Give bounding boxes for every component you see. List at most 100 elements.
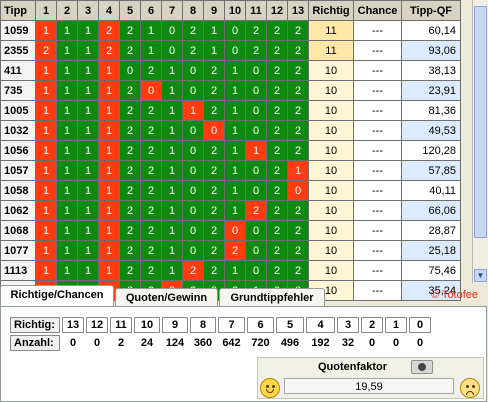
- match-4-cell: 1: [98, 80, 120, 101]
- stats-row-label: Anzahl:: [10, 335, 60, 351]
- anzahl-value: 24: [140, 337, 154, 349]
- richtig-count-header: 6: [247, 317, 274, 333]
- match-10-cell: 1: [224, 60, 246, 81]
- match-5-cell: 2: [119, 20, 141, 41]
- tipp-qf-cell: 25,18: [401, 240, 461, 261]
- match-4-cell: 1: [98, 60, 120, 81]
- match-4-cell: 1: [98, 200, 120, 221]
- richtig-cell: 10: [308, 180, 354, 201]
- camera-icon[interactable]: [411, 360, 433, 374]
- column-header-10[interactable]: 10: [224, 0, 246, 21]
- match-8-cell: 0: [182, 180, 204, 201]
- table-row[interactable]: 1032 1 1 1 1 2 2 1 0 0 1 0 2 2 10 --- 49,53: [0, 120, 461, 141]
- richtig-count-header: 8: [190, 317, 216, 333]
- column-header-tipp[interactable]: Tipp: [0, 0, 36, 21]
- anzahl-value: 0: [69, 337, 77, 349]
- match-4-cell: 2: [98, 20, 120, 41]
- match-4-cell: 1: [98, 180, 120, 201]
- richtig-count-header: 4: [306, 317, 335, 333]
- match-11-cell: 0: [245, 100, 267, 121]
- match-10-cell: 1: [224, 120, 246, 141]
- column-header-11[interactable]: 11: [245, 0, 267, 21]
- column-header-5[interactable]: 5: [119, 0, 141, 21]
- richtig-cell: 10: [308, 140, 354, 161]
- anzahl-value: 496: [280, 337, 300, 349]
- table-row[interactable]: 2355 2 1 1 2 2 1 0 2 1 0 2 2 2 11 --- 93,06: [0, 40, 461, 61]
- table-row[interactable]: 1057 1 1 1 1 2 2 1 0 2 1 0 2 1 10 --- 57,85: [0, 160, 461, 181]
- tipp-number-cell: 1077: [0, 240, 36, 261]
- match-6-cell: 2: [140, 220, 162, 241]
- table-row[interactable]: 1005 1 1 1 1 2 2 1 1 2 1 0 2 2 10 --- 81,36: [0, 100, 461, 121]
- match-7-cell: 1: [161, 220, 183, 241]
- table-row[interactable]: 1062 1 1 1 1 2 2 1 0 2 1 2 2 2 10 --- 66,06: [0, 200, 461, 221]
- match-10-cell: 1: [224, 80, 246, 101]
- table-row[interactable]: 1056 1 1 1 1 2 2 1 0 2 1 1 2 2 10 --- 120,28: [0, 140, 461, 161]
- richtig-count-header: 3: [337, 317, 359, 333]
- table-row[interactable]: 411 1 1 1 1 0 2 1 0 2 1 0 2 2 10 --- 38,13: [0, 60, 461, 81]
- column-header-9[interactable]: 9: [203, 0, 225, 21]
- vertical-scrollbar[interactable]: ▼: [472, 0, 488, 283]
- tipp-qf-cell: 49,53: [401, 120, 461, 141]
- table-row[interactable]: 735 1 1 1 1 2 0 1 0 2 1 0 2 2 10 --- 23,91: [0, 80, 461, 101]
- match-13-cell: 0: [287, 180, 309, 201]
- match-9-cell: 2: [203, 140, 225, 161]
- match-1-cell: 1: [35, 60, 57, 81]
- column-header-tipp-qf[interactable]: Tipp-QF: [401, 0, 461, 21]
- column-header-2[interactable]: 2: [56, 0, 78, 21]
- match-12-cell: 2: [266, 80, 288, 101]
- match-1-cell: 1: [35, 260, 57, 281]
- column-header-6[interactable]: 6: [140, 0, 162, 21]
- match-2-cell: 1: [56, 40, 78, 61]
- anzahl-value: 192: [311, 337, 330, 349]
- richtig-count-header: 12: [86, 317, 108, 333]
- match-2-cell: 1: [56, 160, 78, 181]
- match-9-cell: 2: [203, 60, 225, 81]
- column-header-8[interactable]: 8: [182, 0, 204, 21]
- tab-richtige-chancen[interactable]: Richtige/Chancen: [0, 285, 114, 307]
- tab-quoten-gewinn[interactable]: Quoten/Gewinn: [115, 288, 218, 306]
- column-header-13[interactable]: 13: [287, 0, 309, 21]
- match-10-cell: 0: [224, 40, 246, 61]
- table-row[interactable]: 1113 1 1 1 1 2 2 1 2 2 1 0 2 2 10 --- 75,46: [0, 260, 461, 281]
- match-6-cell: 1: [140, 20, 162, 41]
- tipp-number-cell: 1056: [0, 140, 36, 161]
- match-11-cell: 2: [245, 200, 267, 221]
- richtig-count-header: 0: [409, 317, 431, 333]
- column-header-12[interactable]: 12: [266, 0, 288, 21]
- richtig-count-header: 2: [361, 317, 383, 333]
- column-header-3[interactable]: 3: [77, 0, 99, 21]
- match-1-cell: 1: [35, 240, 57, 261]
- match-2-cell: 1: [56, 260, 78, 281]
- tab-grundtippfehler[interactable]: Grundtippfehler: [219, 288, 325, 306]
- match-9-cell: 2: [203, 160, 225, 181]
- table-row[interactable]: 1059 1 1 1 2 2 1 0 2 1 0 2 2 2 11 --- 60,14: [0, 20, 461, 41]
- tab-bar: Richtige/Chancen Quoten/Gewinn Grundtipp…: [0, 285, 488, 307]
- richtig-cell: 11: [308, 20, 354, 41]
- table-row[interactable]: 1068 1 1 1 1 2 2 1 0 2 0 0 2 2 10 --- 28,87: [0, 220, 461, 241]
- match-13-cell: 2: [287, 240, 309, 261]
- match-5-cell: 2: [119, 240, 141, 261]
- match-3-cell: 1: [77, 40, 99, 61]
- match-10-cell: 1: [224, 160, 246, 181]
- richtig-cell: 10: [308, 100, 354, 121]
- scrollbar-thumb[interactable]: [474, 6, 487, 238]
- chance-cell: ---: [353, 140, 402, 161]
- match-2-cell: 1: [56, 140, 78, 161]
- column-header-4[interactable]: 4: [98, 0, 120, 21]
- column-header-richtig[interactable]: Richtig: [308, 0, 354, 21]
- richtig-count-header: 9: [162, 317, 188, 333]
- richtig-cell: 10: [308, 120, 354, 141]
- richtig-row: Richtig: 13 12 11 10 9 8 7 6 5 4 3 2 1 0: [10, 317, 431, 333]
- match-9-cell: 2: [203, 260, 225, 281]
- match-1-cell: 1: [35, 200, 57, 221]
- column-header-7[interactable]: 7: [161, 0, 183, 21]
- quotenfaktor-label: Quotenfaktor: [318, 361, 388, 373]
- match-8-cell: 0: [182, 220, 204, 241]
- richtig-count-header: 11: [110, 317, 132, 333]
- table-row[interactable]: 1058 1 1 1 1 2 2 1 0 2 1 0 2 0 10 --- 40,11: [0, 180, 461, 201]
- table-row[interactable]: 1077 1 1 1 1 2 2 1 0 2 2 0 2 2 10 --- 25,18: [0, 240, 461, 261]
- column-header-chance[interactable]: Chance: [353, 0, 402, 21]
- match-1-cell: 2: [35, 40, 57, 61]
- column-header-1[interactable]: 1: [35, 0, 57, 21]
- scroll-down-icon[interactable]: ▼: [474, 269, 487, 282]
